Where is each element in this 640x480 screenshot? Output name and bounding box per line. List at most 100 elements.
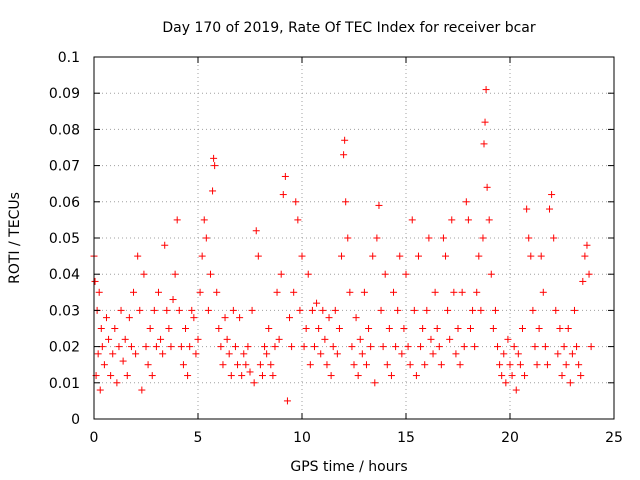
data-point — [123, 372, 131, 380]
data-point — [481, 118, 489, 126]
data-point — [188, 306, 196, 314]
data-point — [290, 288, 298, 296]
data-points — [90, 86, 595, 405]
data-point — [512, 386, 520, 394]
data-point — [502, 379, 510, 387]
data-point — [371, 379, 379, 387]
data-point — [115, 343, 123, 351]
data-point — [485, 216, 493, 224]
data-point — [523, 205, 531, 213]
y-tick-label: 0.06 — [49, 195, 80, 211]
data-point — [442, 252, 450, 260]
data-point — [142, 343, 150, 351]
x-tick-label: 0 — [90, 430, 99, 446]
data-point — [402, 270, 410, 278]
data-point — [210, 154, 218, 162]
data-point — [100, 361, 108, 369]
data-point — [516, 361, 524, 369]
data-point — [213, 288, 221, 296]
data-point — [487, 270, 495, 278]
data-point — [396, 252, 404, 260]
data-point — [248, 306, 256, 314]
data-point — [283, 397, 291, 405]
y-tick-label: 0.07 — [49, 159, 80, 175]
data-point — [577, 372, 585, 380]
data-point — [354, 372, 362, 380]
data-point — [173, 216, 181, 224]
data-point — [107, 372, 115, 380]
data-point — [292, 198, 300, 206]
data-point — [279, 191, 287, 199]
y-tick-label: 0.04 — [49, 267, 80, 283]
data-point — [500, 350, 508, 358]
data-point — [215, 325, 223, 332]
data-point — [352, 314, 360, 322]
data-point — [564, 325, 572, 332]
data-point — [111, 325, 119, 332]
data-point — [435, 343, 443, 351]
data-point — [562, 361, 570, 369]
x-tick-label: 15 — [397, 430, 415, 446]
data-point — [552, 306, 560, 314]
data-point — [138, 386, 146, 394]
data-point — [227, 372, 235, 380]
data-point — [414, 252, 422, 260]
data-point — [94, 350, 102, 358]
data-point — [365, 325, 373, 332]
data-point — [439, 234, 447, 242]
data-point — [462, 198, 470, 206]
data-point — [358, 350, 366, 358]
data-point — [483, 183, 491, 191]
data-point — [163, 306, 171, 314]
data-point — [450, 288, 458, 296]
data-point — [234, 361, 242, 369]
data-point — [456, 361, 464, 369]
data-point — [152, 343, 160, 351]
data-point — [238, 372, 246, 380]
data-point — [175, 306, 183, 314]
data-point — [406, 361, 414, 369]
data-point — [412, 372, 420, 380]
data-point — [473, 288, 481, 296]
data-point — [554, 350, 562, 358]
data-point — [460, 343, 468, 351]
data-point — [286, 314, 294, 322]
data-point — [498, 372, 506, 380]
data-point — [246, 368, 254, 376]
data-point — [340, 151, 348, 159]
data-point — [525, 234, 533, 242]
data-point — [394, 306, 402, 314]
data-point — [244, 343, 252, 351]
data-point — [150, 306, 158, 314]
data-point — [518, 325, 526, 332]
data-point — [182, 325, 190, 332]
data-point — [475, 252, 483, 260]
data-point — [310, 343, 318, 351]
chart-title: Day 170 of 2019, Rate Of TEC Index for r… — [162, 20, 536, 36]
data-point — [373, 234, 381, 242]
data-point — [369, 252, 377, 260]
axis-ticks: 0 5 10 15 20 25 0 0.01 0.02 0.03 0.04 0.05 0.06 0.07 0… — [49, 50, 623, 446]
data-point — [296, 306, 304, 314]
data-point — [362, 361, 370, 369]
data-point — [331, 306, 339, 314]
y-tick-label: 0.1 — [58, 50, 80, 66]
data-point — [535, 325, 543, 332]
data-point — [448, 216, 456, 224]
data-point — [338, 252, 346, 260]
x-tick-label: 25 — [605, 430, 623, 446]
y-tick-label: 0.05 — [49, 231, 80, 247]
data-point — [190, 314, 198, 322]
data-point — [140, 270, 148, 278]
data-point — [573, 343, 581, 351]
data-point — [480, 140, 488, 148]
data-point — [323, 361, 331, 369]
data-point — [186, 343, 194, 351]
data-point — [429, 350, 437, 358]
data-point — [148, 372, 156, 380]
data-point — [333, 350, 341, 358]
data-point — [202, 234, 210, 242]
data-point — [317, 350, 325, 358]
data-point — [546, 205, 554, 213]
data-point — [211, 162, 219, 170]
